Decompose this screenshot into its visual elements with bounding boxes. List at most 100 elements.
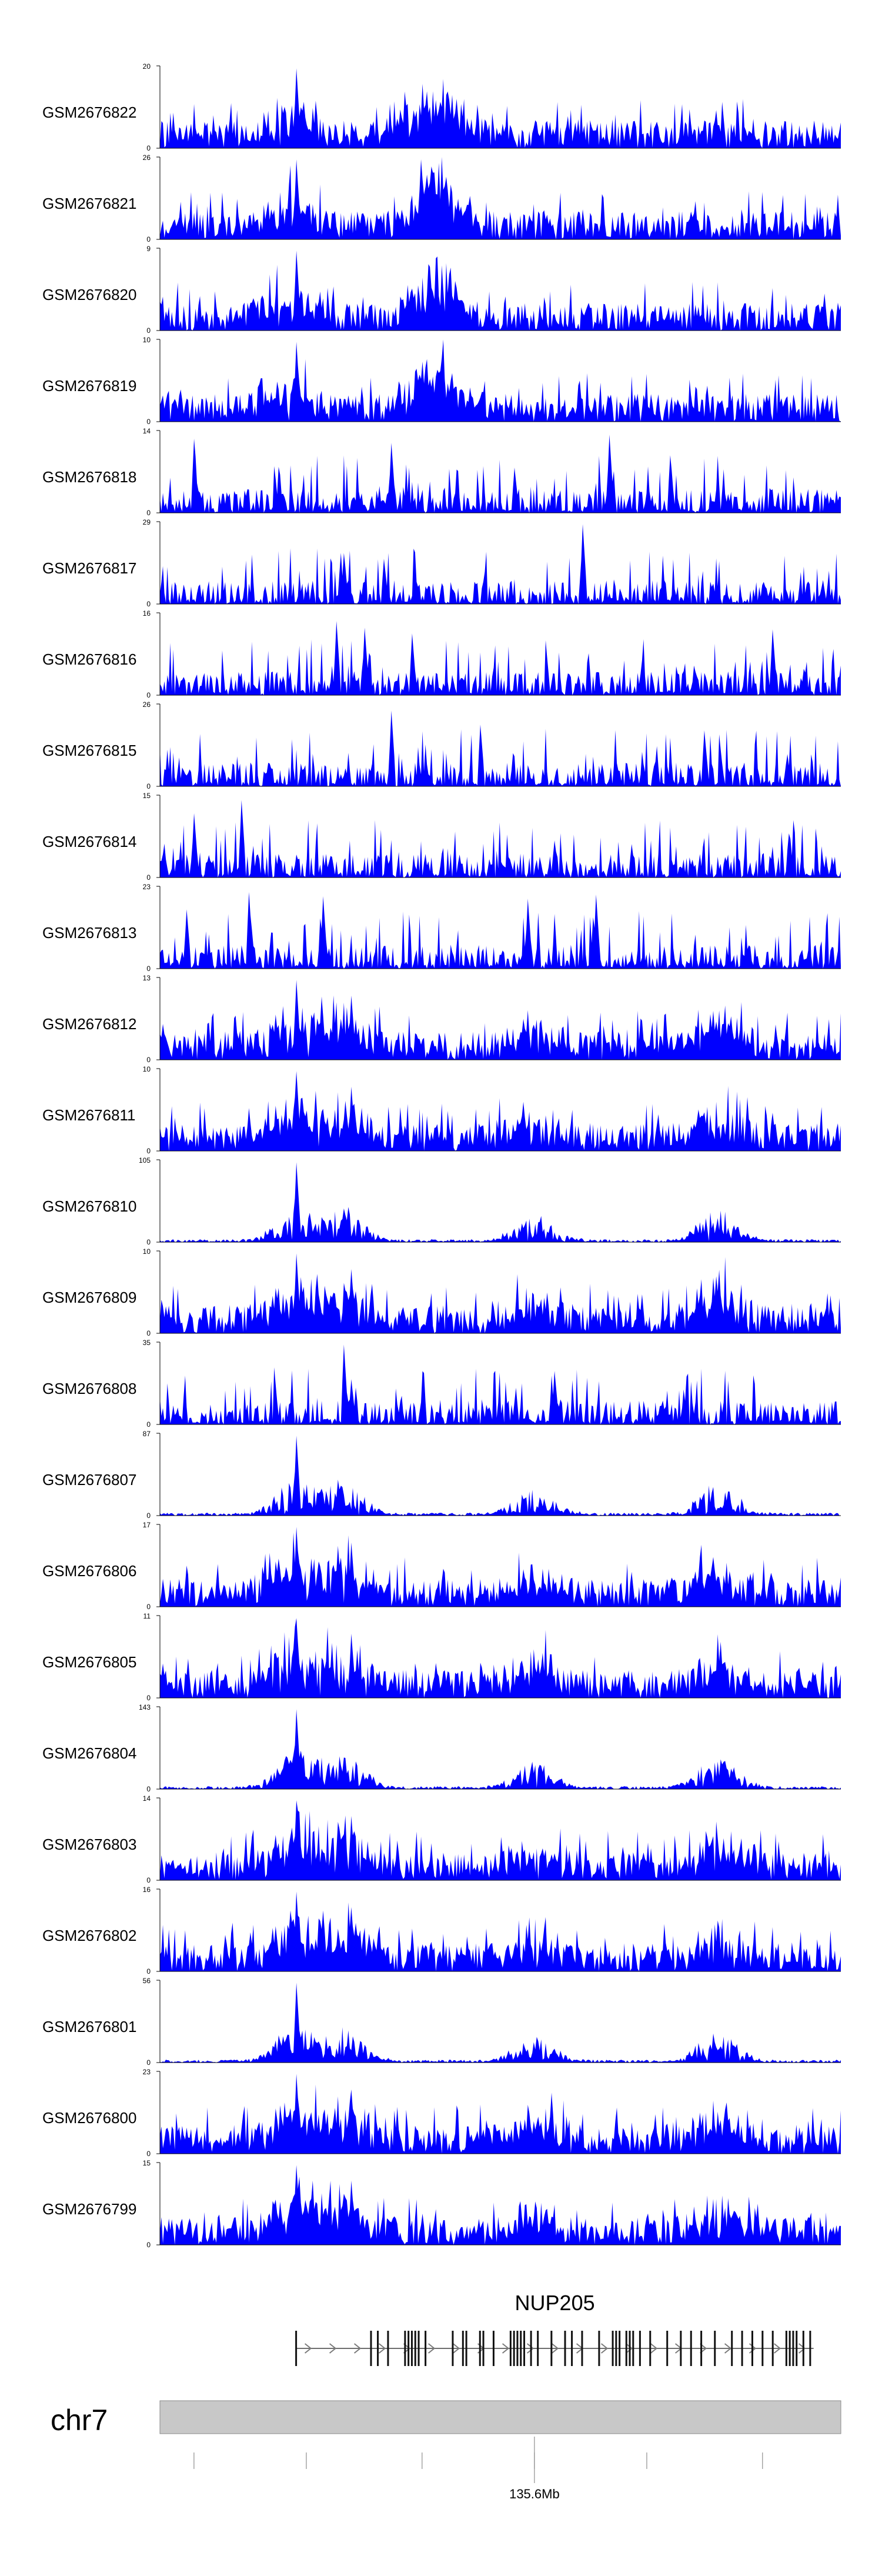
track-label: GSM2676816 [42,650,136,668]
gene-exon [639,2331,641,2366]
track-GSM2676818: GSM2676818 14 0 [42,427,841,517]
gene-exon [680,2331,682,2366]
gene-exon [509,2331,512,2366]
y-max-label: 10 [143,336,151,344]
gene-exon [564,2331,566,2366]
y-max-label: 56 [143,1977,151,1985]
y-max-label: 13 [143,974,151,982]
y-max-label: 26 [143,700,151,709]
track-GSM2676819: GSM2676819 10 0 [42,336,841,426]
gene-exon [714,2331,716,2366]
y-max-label: 11 [143,1612,151,1620]
y-max-label: 23 [143,2068,151,2076]
gene-exon [550,2331,553,2366]
y-min-label: 0 [146,1329,151,1337]
gene-exon [632,2331,634,2366]
gene-exon [802,2331,804,2366]
y-max-label: 14 [143,427,151,435]
gene-exon [465,2331,467,2366]
y-min-label: 0 [146,782,151,790]
track-label: GSM2676805 [42,1653,136,1671]
y-max-label: 15 [143,792,151,800]
y-max-label: 23 [143,883,151,891]
strand-direction-arrow [329,2343,337,2354]
signal-area [160,621,841,695]
y-min-label: 0 [146,1056,151,1064]
track-label: GSM2676809 [42,1289,136,1306]
strand-direction-arrow [502,2343,510,2354]
signal-area [160,1891,841,1971]
y-min-label: 0 [146,1785,151,1793]
signal-area [160,1527,841,1607]
signal-area [160,892,841,969]
gene-exon [479,2331,481,2366]
track-label: GSM2676815 [42,742,136,759]
signal-area [160,1983,841,2063]
gene-exon [619,2331,621,2366]
signal-tracks: GSM2676822200GSM2676821260GSM267682090GS… [42,62,841,2249]
track-GSM2676801: GSM2676801 56 0 [42,1977,841,2067]
track-GSM2676810: GSM2676810 105 0 [42,1156,841,1246]
gene-exon [761,2331,764,2366]
track-label: GSM2676818 [42,468,136,486]
y-min-label: 0 [146,691,151,699]
signal-area [160,1253,841,1333]
gene-exon [414,2331,416,2366]
strand-direction-arrow [378,2343,386,2354]
gene-exon [377,2331,379,2366]
gene-exon [771,2331,774,2366]
track-label: GSM2676812 [42,1015,136,1033]
signal-area [160,1709,841,1789]
gene-exon [731,2331,733,2366]
gene-exon [530,2331,532,2366]
chromosome-label: chr7 [51,2404,108,2437]
y-max-label: 9 [146,245,151,253]
strand-direction-arrow [452,2343,460,2354]
signal-area [160,1071,841,1151]
y-min-label: 0 [146,1511,151,1520]
gene-exon [387,2331,389,2366]
gene-exon [625,2331,627,2366]
y-min-label: 0 [146,1238,151,1246]
signal-area [160,339,841,422]
y-max-label: 26 [143,154,151,162]
y-max-label: 105 [139,1156,151,1164]
y-min-label: 0 [146,2058,151,2067]
y-min-label: 0 [146,235,151,243]
gene-exon [649,2331,652,2366]
y-max-label: 16 [143,609,151,618]
gene-exon [809,2331,811,2366]
strand-direction-arrow [600,2343,609,2354]
y-min-label: 0 [146,1876,151,1884]
track-label: GSM2676801 [42,2018,136,2036]
y-max-label: 16 [143,1886,151,1894]
y-max-label: 20 [143,62,151,71]
gene-exon [520,2331,522,2366]
y-min-label: 0 [146,144,151,152]
gene-exon [513,2331,515,2366]
strand-direction-arrow [749,2343,757,2354]
gene-exon [523,2331,526,2366]
signal-area [160,1436,841,1516]
strand-direction-arrow [304,2343,312,2354]
gene-exon [410,2331,413,2366]
y-max-label: 143 [139,1703,151,1711]
y-min-label: 0 [146,873,151,882]
track-label: GSM2676807 [42,1471,136,1489]
track-GSM2676811: GSM2676811 10 0 [42,1065,841,1155]
track-GSM2676799: GSM2676799 15 0 [42,2159,841,2249]
gene-exon [417,2331,420,2366]
y-max-label: 87 [143,1430,151,1438]
track-label: GSM2676808 [42,1380,136,1397]
gene-exon [789,2331,791,2366]
strand-direction-arrow [798,2343,806,2354]
track-label: GSM2676806 [42,1562,136,1580]
track-GSM2676805: GSM2676805 11 0 [42,1612,841,1702]
gene-exon [537,2331,539,2366]
track-label: GSM2676810 [42,1197,136,1215]
signal-area [160,2165,841,2245]
strand-direction-arrow [625,2343,633,2354]
y-min-label: 0 [146,1420,151,1429]
signal-area [160,800,841,877]
gene-exon [629,2331,631,2366]
